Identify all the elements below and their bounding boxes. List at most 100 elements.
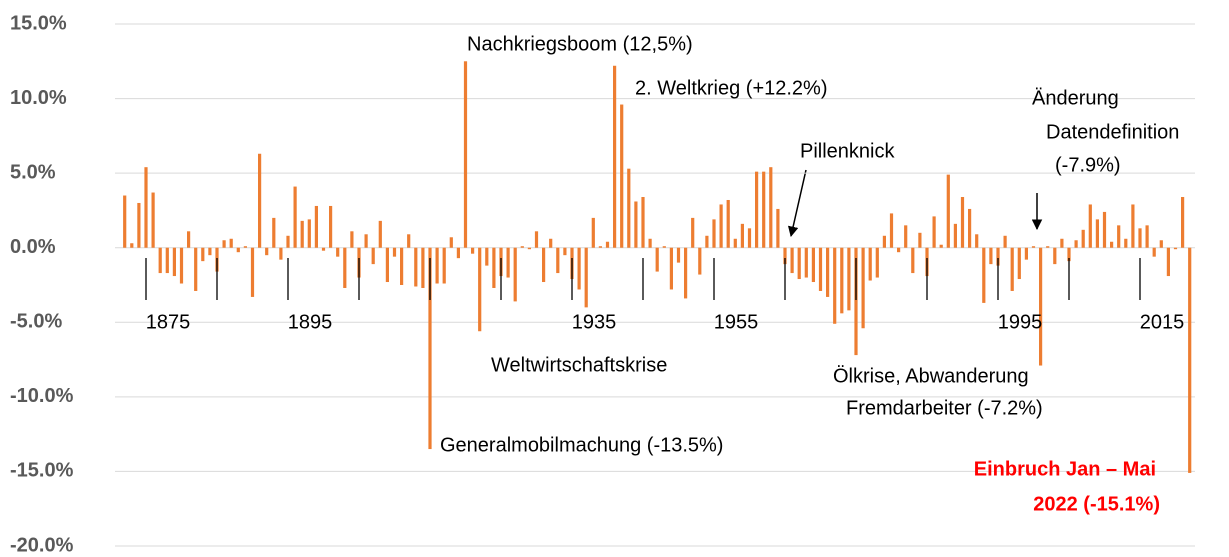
bar xyxy=(414,247,418,287)
bar xyxy=(889,213,894,248)
bar xyxy=(584,247,588,308)
bar xyxy=(350,231,354,248)
bar xyxy=(400,247,404,285)
bar xyxy=(300,220,304,248)
bar xyxy=(1159,240,1163,248)
bar xyxy=(1067,247,1071,262)
bar xyxy=(684,247,688,299)
bar xyxy=(137,202,141,248)
bar xyxy=(1173,247,1178,250)
bar xyxy=(776,208,780,248)
annotation: Änderung xyxy=(1032,87,1119,109)
bar xyxy=(265,247,269,256)
bar xyxy=(208,247,212,256)
bar xyxy=(996,247,1000,266)
bar xyxy=(286,235,290,248)
y-tick-label: 0.0% xyxy=(10,236,56,258)
bar xyxy=(691,217,695,248)
bar xyxy=(1102,211,1107,248)
bar xyxy=(854,247,858,356)
bar xyxy=(371,247,375,265)
bar xyxy=(897,247,901,253)
bar xyxy=(1017,247,1021,280)
bar xyxy=(527,247,531,250)
bar xyxy=(662,246,666,248)
bar xyxy=(201,247,205,262)
bar xyxy=(613,65,617,248)
bar xyxy=(179,247,184,284)
bar xyxy=(705,235,709,248)
bar xyxy=(435,247,439,284)
bar xyxy=(847,247,851,311)
bar xyxy=(151,192,155,248)
annotation: Pillenknick xyxy=(800,140,895,162)
bar xyxy=(520,246,524,248)
bar xyxy=(243,246,247,248)
bar xyxy=(449,237,453,248)
bar xyxy=(421,247,425,288)
arrow xyxy=(787,169,807,238)
bar xyxy=(620,104,624,248)
bar xyxy=(549,238,553,248)
bar xyxy=(719,204,723,248)
bar xyxy=(229,238,233,248)
bar xyxy=(336,247,340,257)
bar xyxy=(343,247,347,288)
bar xyxy=(1060,238,1064,248)
bar xyxy=(868,247,872,281)
y-tick-label: -20.0% xyxy=(10,534,74,556)
bar xyxy=(648,238,652,248)
bar xyxy=(627,168,631,248)
bar xyxy=(989,247,993,265)
bar xyxy=(762,171,766,248)
bar xyxy=(556,247,560,274)
annotation: (-7.9%) xyxy=(1055,154,1121,176)
bar xyxy=(833,247,837,324)
bar xyxy=(534,231,539,248)
bar xyxy=(172,247,176,277)
bar xyxy=(1110,241,1114,248)
bar xyxy=(1138,228,1142,248)
bar xyxy=(641,197,645,248)
annotation: Ölkrise, Abwanderung xyxy=(833,365,1029,387)
bar xyxy=(1152,247,1156,257)
bar xyxy=(144,167,148,248)
bar xyxy=(726,199,730,248)
bar xyxy=(250,247,255,297)
bar xyxy=(463,61,468,248)
bar xyxy=(158,247,162,274)
bar xyxy=(272,217,276,248)
bar xyxy=(378,220,382,248)
bar xyxy=(904,225,908,248)
bar xyxy=(840,247,844,314)
bar xyxy=(279,247,283,260)
x-tick-label: 1935 xyxy=(572,311,617,333)
bar xyxy=(790,247,794,274)
bar xyxy=(939,244,943,248)
bar xyxy=(321,247,326,251)
bar xyxy=(542,247,546,283)
bar xyxy=(293,186,297,248)
bar xyxy=(975,234,979,248)
y-tick-label: -15.0% xyxy=(10,460,74,482)
bar xyxy=(307,219,311,248)
bar xyxy=(797,247,801,280)
bar xyxy=(598,246,602,248)
bar xyxy=(918,232,922,248)
bar xyxy=(236,247,240,253)
bar xyxy=(392,247,397,257)
bar xyxy=(187,231,191,248)
bar xyxy=(1081,229,1085,248)
x-tick-label: 1875 xyxy=(146,311,191,333)
annotation: 2. Weltkrieg (+12.2%) xyxy=(635,77,828,99)
bar xyxy=(1010,247,1014,291)
bar xyxy=(861,247,865,329)
bar xyxy=(1166,247,1170,277)
bar xyxy=(882,235,886,248)
bar xyxy=(577,247,581,290)
bar xyxy=(329,205,333,248)
bar xyxy=(1088,204,1092,248)
bar xyxy=(740,223,744,248)
bar xyxy=(755,171,759,248)
